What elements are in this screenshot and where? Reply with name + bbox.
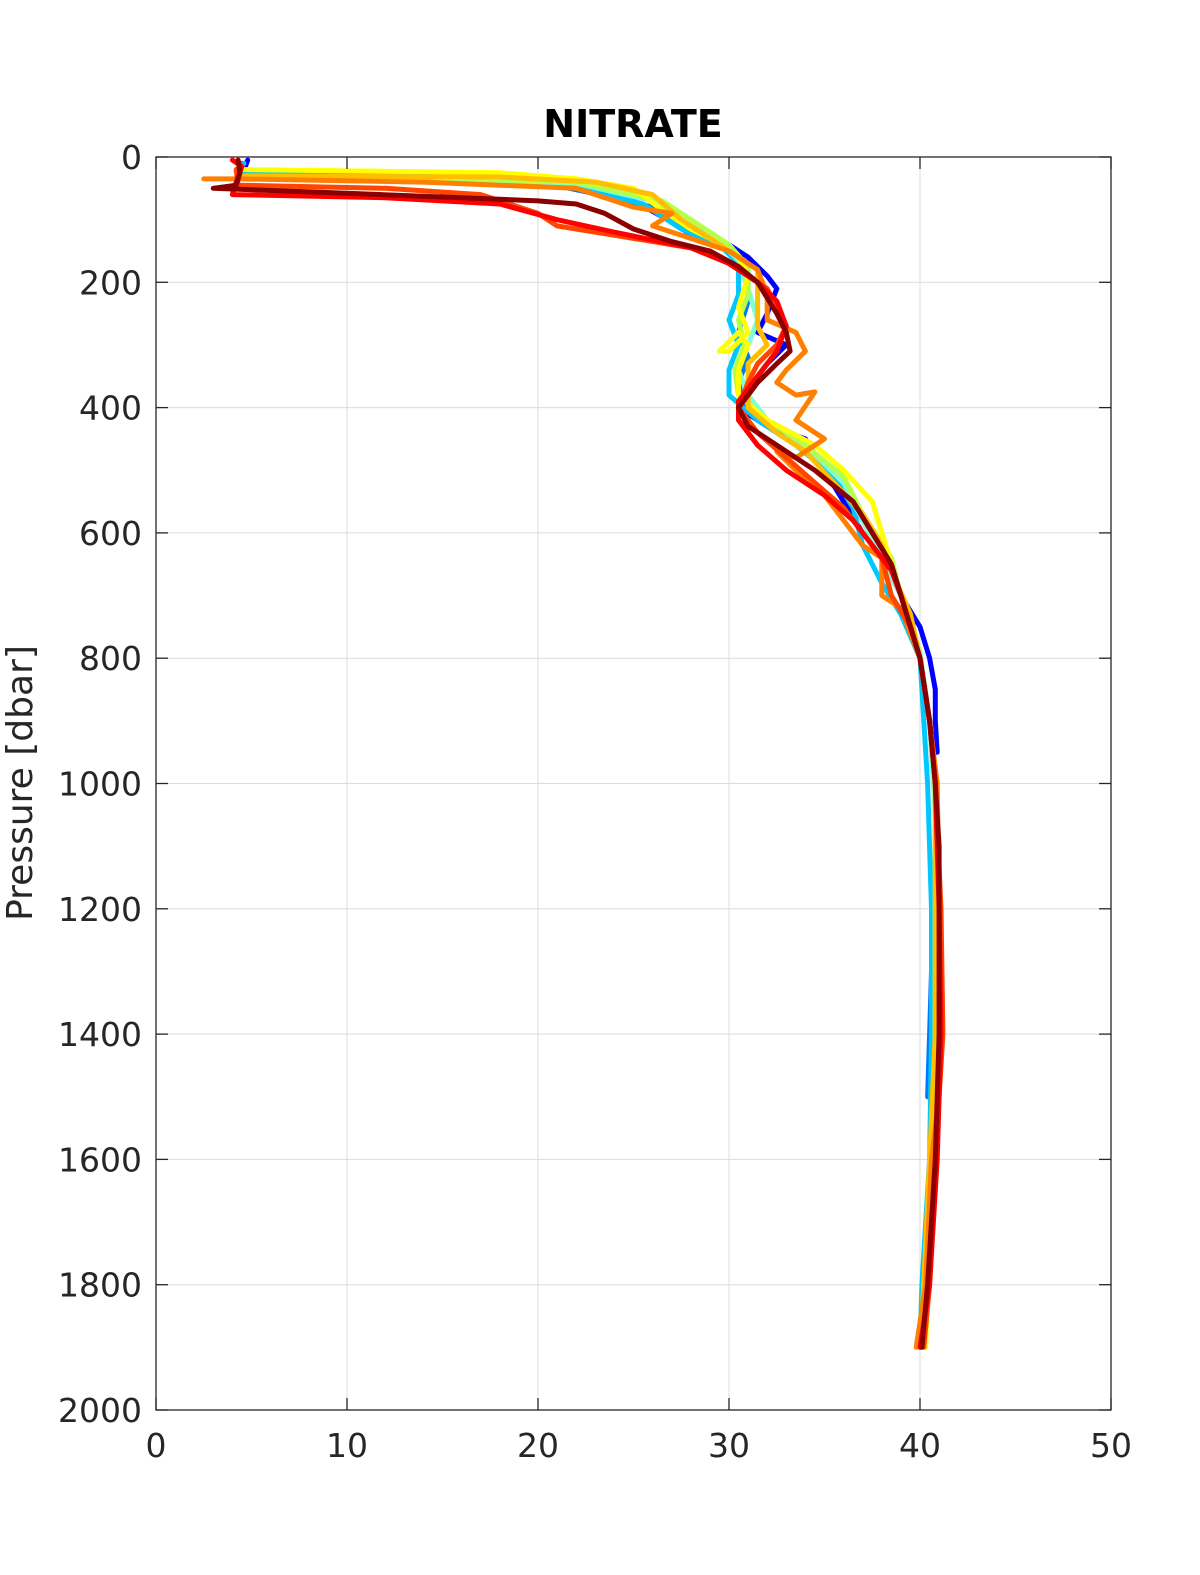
y-tick-label: 1600 (58, 1140, 142, 1179)
y-axis-label: Pressure [dbar] (0, 645, 41, 921)
y-tick-label: 600 (79, 514, 142, 553)
y-tick-label: 800 (79, 639, 142, 678)
y-tick-label: 2000 (58, 1391, 142, 1430)
y-tick-label: 1000 (58, 765, 142, 804)
y-tick-label: 1200 (58, 890, 142, 929)
y-tick-label: 400 (79, 389, 142, 428)
chart-title: NITRATE (543, 102, 722, 146)
x-tick-label: 10 (326, 1426, 368, 1465)
y-tick-label: 1800 (58, 1266, 142, 1305)
x-tick-label: 20 (517, 1426, 559, 1465)
series-line-11 (210, 157, 942, 1350)
y-tick-label: 1400 (58, 1015, 142, 1054)
y-tick-label: 200 (79, 263, 142, 302)
y-tick-label: 0 (121, 138, 142, 177)
x-tick-label: 40 (899, 1426, 941, 1465)
grid (156, 157, 1111, 1410)
x-tick-label: 30 (708, 1426, 750, 1465)
x-tick-label: 0 (146, 1426, 167, 1465)
x-tick-label: 50 (1090, 1426, 1132, 1465)
ticks: 0 10 20 30 40 50 0 200 400 600 800 1000 1200 1400 1600… (58, 138, 1132, 1465)
series-group (201, 157, 946, 1350)
